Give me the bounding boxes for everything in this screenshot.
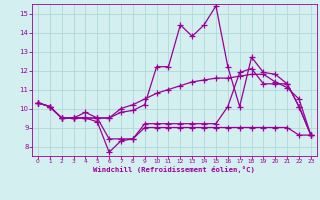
X-axis label: Windchill (Refroidissement éolien,°C): Windchill (Refroidissement éolien,°C) (93, 166, 255, 173)
